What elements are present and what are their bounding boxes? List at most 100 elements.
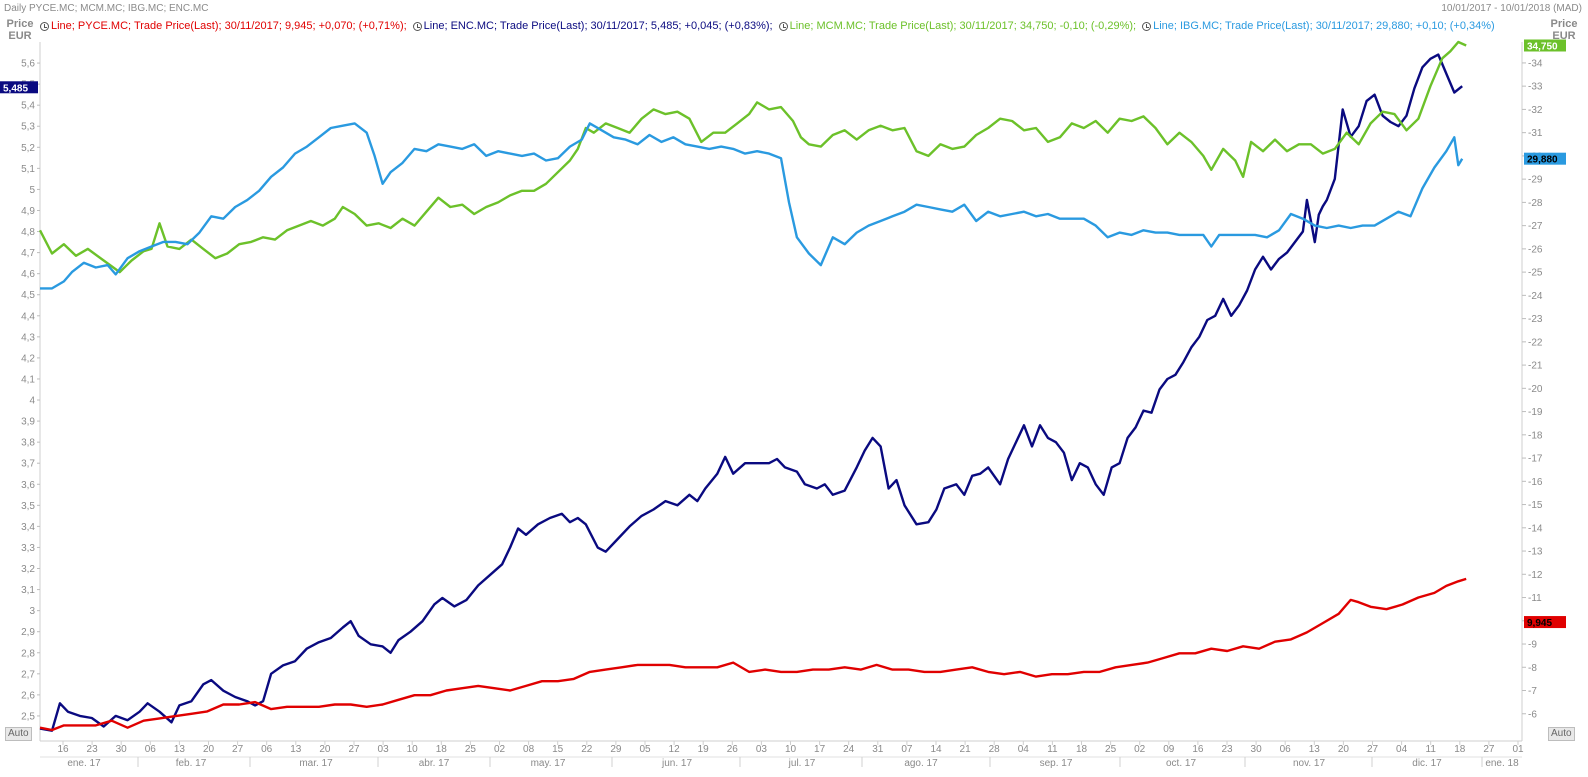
x-tick-label: 27 xyxy=(1483,744,1495,755)
left-tick-label: 4,8 xyxy=(21,227,35,238)
left-tick-label: 3,7 xyxy=(21,459,35,470)
series-line-enc-mc xyxy=(39,53,1463,732)
right-tick-label: -29 xyxy=(1528,175,1543,186)
left-tick-label: 3,4 xyxy=(21,522,35,533)
month-label: oct. 17 xyxy=(1166,758,1196,769)
right-tick-label: -27 xyxy=(1528,221,1543,232)
month-label: sep. 17 xyxy=(1040,758,1073,769)
legend-text: Line; IBG.MC; Trade Price(Last); 30/11/2… xyxy=(1153,20,1495,32)
left-tick-label: 3,3 xyxy=(21,543,35,554)
x-tick-label: 04 xyxy=(1018,744,1030,755)
legend-item[interactable]: Line; ENC.MC; Trade Price(Last); 30/11/2… xyxy=(412,18,773,34)
x-tick-label: 27 xyxy=(1367,744,1379,755)
badge-pyce-bg xyxy=(1524,616,1566,629)
right-tick-label: -34 xyxy=(1528,58,1543,69)
x-tick-label: 20 xyxy=(319,744,331,755)
x-tick-label: 27 xyxy=(232,744,244,755)
month-label: mar. 17 xyxy=(299,758,333,769)
badge-mcm-bg xyxy=(1524,39,1566,52)
left-tick-label: 2,5 xyxy=(21,711,35,722)
x-tick-label: 05 xyxy=(639,744,651,755)
right-tick-label: -31 xyxy=(1528,128,1543,139)
legend-item[interactable]: Line; PYCE.MC; Trade Price(Last); 30/11/… xyxy=(40,18,407,34)
badge-ibg-bg xyxy=(1524,152,1566,165)
x-tick-label: 04 xyxy=(1396,744,1408,755)
month-label: jul. 17 xyxy=(788,758,816,769)
legend-text: Line; ENC.MC; Trade Price(Last); 30/11/2… xyxy=(423,20,773,32)
left-tick-label: 2,9 xyxy=(21,627,35,638)
clock-icon xyxy=(1142,21,1152,31)
right-tick-label: -18 xyxy=(1528,430,1543,441)
left-tick-label: 3,8 xyxy=(21,438,35,449)
right-tick-label: -14 xyxy=(1528,523,1543,534)
x-tick-label: 16 xyxy=(57,744,69,755)
x-tick-label: 24 xyxy=(843,744,855,755)
x-tick-label: 18 xyxy=(1076,744,1088,755)
x-tick-label: 25 xyxy=(465,744,477,755)
left-tick-label: 4,2 xyxy=(21,353,35,364)
chart-header: Daily PYCE.MC; MCM.MC; IBG.MC; ENC.MC 10… xyxy=(0,0,1588,16)
month-label: jun. 17 xyxy=(661,758,692,769)
left-tick-label: 5,4 xyxy=(21,101,35,112)
left-axis-title: Price EUR xyxy=(6,18,34,42)
left-tick-label: 2,6 xyxy=(21,690,35,701)
left-tick-label: 5,2 xyxy=(21,143,35,154)
right-tick-label: -16 xyxy=(1528,477,1543,488)
left-tick-label: 3,1 xyxy=(21,585,35,596)
chart-title: Daily PYCE.MC; MCM.MC; IBG.MC; ENC.MC xyxy=(4,3,209,14)
left-tick-label: 3,9 xyxy=(21,417,35,428)
badge-ibg: 29,880 xyxy=(1527,155,1558,166)
x-tick-label: 16 xyxy=(1192,744,1204,755)
x-tick-label: 10 xyxy=(407,744,419,755)
left-tick-label: 3,5 xyxy=(21,501,35,512)
x-tick-label: 25 xyxy=(1105,744,1117,755)
series-line-mcm-mc xyxy=(38,40,1467,274)
left-tick-label: 3,6 xyxy=(21,480,35,491)
left-tick-label: 5,6 xyxy=(21,59,35,70)
legend-text: Line; MCM.MC; Trade Price(Last); 30/11/2… xyxy=(789,20,1137,32)
right-tick-label: -12 xyxy=(1528,570,1543,581)
left-tick-label: 3,2 xyxy=(21,564,35,575)
clock-icon xyxy=(778,21,788,31)
right-tick-label: -19 xyxy=(1528,407,1543,418)
x-tick-label: 08 xyxy=(523,744,535,755)
badge-mcm: 34,750 xyxy=(1527,41,1558,52)
legend-item[interactable]: Line; MCM.MC; Trade Price(Last); 30/11/2… xyxy=(778,18,1137,34)
left-tick-label: 5,3 xyxy=(21,122,35,133)
left-tick-label: 4,4 xyxy=(21,311,35,322)
x-tick-label: 01 xyxy=(1512,744,1524,755)
left-auto-button[interactable]: Auto xyxy=(5,727,32,741)
right-axis-title: Price EUR xyxy=(1550,18,1578,42)
legend-item[interactable]: Line; IBG.MC; Trade Price(Last); 30/11/2… xyxy=(1142,18,1495,34)
x-tick-label: 13 xyxy=(1309,744,1321,755)
month-label: ene. 18 xyxy=(1485,758,1519,769)
x-tick-label: 06 xyxy=(145,744,157,755)
x-tick-label: 13 xyxy=(290,744,302,755)
x-tick-label: 11 xyxy=(1047,744,1058,755)
x-tick-label: 30 xyxy=(116,744,128,755)
x-tick-label: 20 xyxy=(1338,744,1350,755)
month-label: abr. 17 xyxy=(419,758,450,769)
right-tick-label: -15 xyxy=(1528,500,1543,511)
right-tick-label: -28 xyxy=(1528,198,1543,209)
right-tick-label: -8 xyxy=(1528,663,1537,674)
left-tick-label: 3 xyxy=(29,606,35,617)
x-tick-label: 21 xyxy=(960,744,972,755)
left-tick-label: 4,5 xyxy=(21,290,35,301)
right-tick-label: -7 xyxy=(1528,686,1537,697)
x-tick-label: 03 xyxy=(378,744,390,755)
x-tick-label: 12 xyxy=(669,744,681,755)
series-line-pyce-mc xyxy=(39,577,1467,732)
right-tick-label: -6 xyxy=(1528,709,1537,720)
x-tick-label: 09 xyxy=(1163,744,1175,755)
right-tick-label: -17 xyxy=(1528,454,1543,465)
right-tick-label: -25 xyxy=(1528,268,1543,279)
right-tick-label: -24 xyxy=(1528,291,1543,302)
left-tick-label: 4,1 xyxy=(21,374,35,385)
legend-text: Line; PYCE.MC; Trade Price(Last); 30/11/… xyxy=(51,20,407,32)
x-tick-label: 22 xyxy=(581,744,593,755)
right-auto-button[interactable]: Auto xyxy=(1548,727,1575,741)
month-label: nov. 17 xyxy=(1293,758,1325,769)
x-tick-label: 06 xyxy=(1280,744,1292,755)
